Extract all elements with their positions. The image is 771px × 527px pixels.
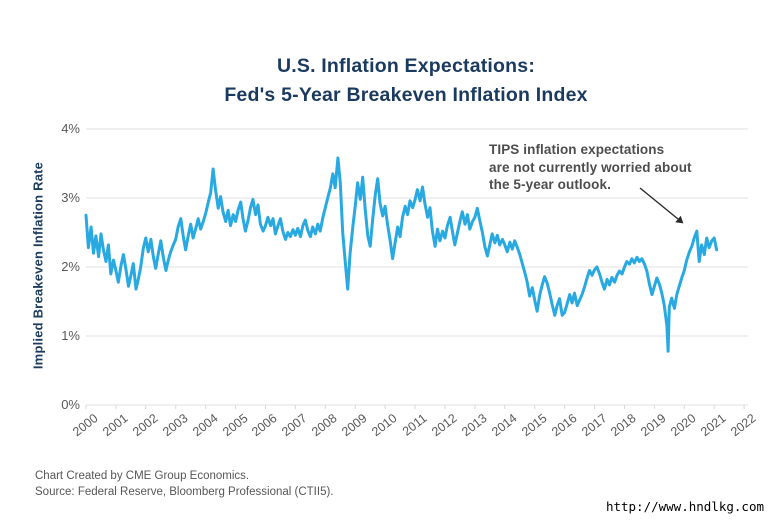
chart-footer: Chart Created by CME Group Economics. So… xyxy=(35,469,333,500)
annotation-line2: are not currently worried about xyxy=(489,159,692,175)
chart-title-line2: Fed's 5-Year Breakeven Inflation Index xyxy=(224,84,588,106)
breakeven-rate-line xyxy=(84,156,719,353)
y-tick-1%: 1% xyxy=(61,328,80,343)
y-tick-3%: 3% xyxy=(61,190,80,205)
chart-title: U.S. Inflation Expectations: Fed's 5-Yea… xyxy=(41,52,771,110)
footer-source: Source: Federal Reserve, Bloomberg Profe… xyxy=(35,485,334,498)
annotation-line3: the 5-year outlook. xyxy=(489,177,611,192)
x-axis-tick-marks xyxy=(85,405,745,409)
y-tick-4%: 4% xyxy=(61,121,80,136)
annotation-arrow xyxy=(639,187,684,224)
watermark-url: http://www.hndlkg.com xyxy=(605,499,764,514)
annotation-line1: TIPS inflation expectations xyxy=(489,142,665,157)
y-tick-2%: 2% xyxy=(61,259,80,274)
y-tick-0%: 0% xyxy=(61,397,80,412)
gridlines xyxy=(86,128,748,406)
chart-annotation: TIPS inflation expectations are not curr… xyxy=(489,141,692,194)
footer-credit: Chart Created by CME Group Economics. xyxy=(35,470,250,482)
chart-title-line1: U.S. Inflation Expectations: xyxy=(276,55,536,77)
